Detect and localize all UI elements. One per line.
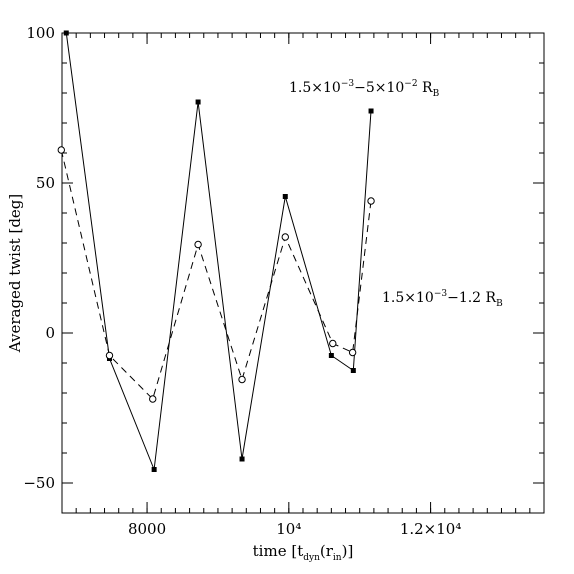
series-2-point — [329, 339, 337, 348]
y-tick-label: 0 — [45, 324, 55, 342]
series-2-point — [194, 240, 202, 249]
x-axis-label: time [tdyn(rin)] — [253, 542, 354, 563]
series-1-point — [282, 194, 288, 199]
x-tick-label: 10⁴ — [276, 520, 301, 538]
y-tick-label: 100 — [26, 24, 55, 42]
axis-ticks — [61, 32, 545, 514]
series-2-line — [62, 150, 372, 400]
series-2-point — [281, 233, 289, 241]
series-1-point — [328, 353, 334, 358]
series-1-point — [368, 108, 374, 114]
y-tick-label: −50 — [23, 474, 55, 492]
series-1-point — [63, 30, 69, 36]
series-2-point — [105, 351, 114, 360]
series-1-point — [151, 467, 157, 472]
y-tick-label: 50 — [36, 174, 55, 192]
plot-frame — [61, 32, 545, 514]
x-tick-label: 8000 — [128, 520, 166, 538]
annotation-range-2: 1.5×10−3−1.2 RB — [382, 289, 503, 309]
series-2-point — [238, 375, 246, 384]
series-2-point — [149, 395, 157, 403]
series-1-line — [65, 33, 372, 470]
series-2-point — [57, 146, 65, 154]
y-axis-label: Averaged twist [deg] — [6, 194, 24, 353]
series-1-point — [350, 368, 356, 373]
series-2-point — [348, 348, 357, 357]
tick-labels: 8000 10⁴ 1.2×10⁴ 100 50 0 −50 — [23, 24, 461, 538]
series-1-point — [239, 456, 245, 462]
markers-group — [57, 30, 375, 472]
annotation-range-1: 1.5×10−3−5×10−2 RB — [289, 79, 440, 99]
series-group — [62, 33, 372, 470]
series-2-point — [367, 197, 375, 205]
x-tick-label: 1.2×10⁴ — [400, 520, 462, 538]
series-1-point — [195, 99, 201, 105]
